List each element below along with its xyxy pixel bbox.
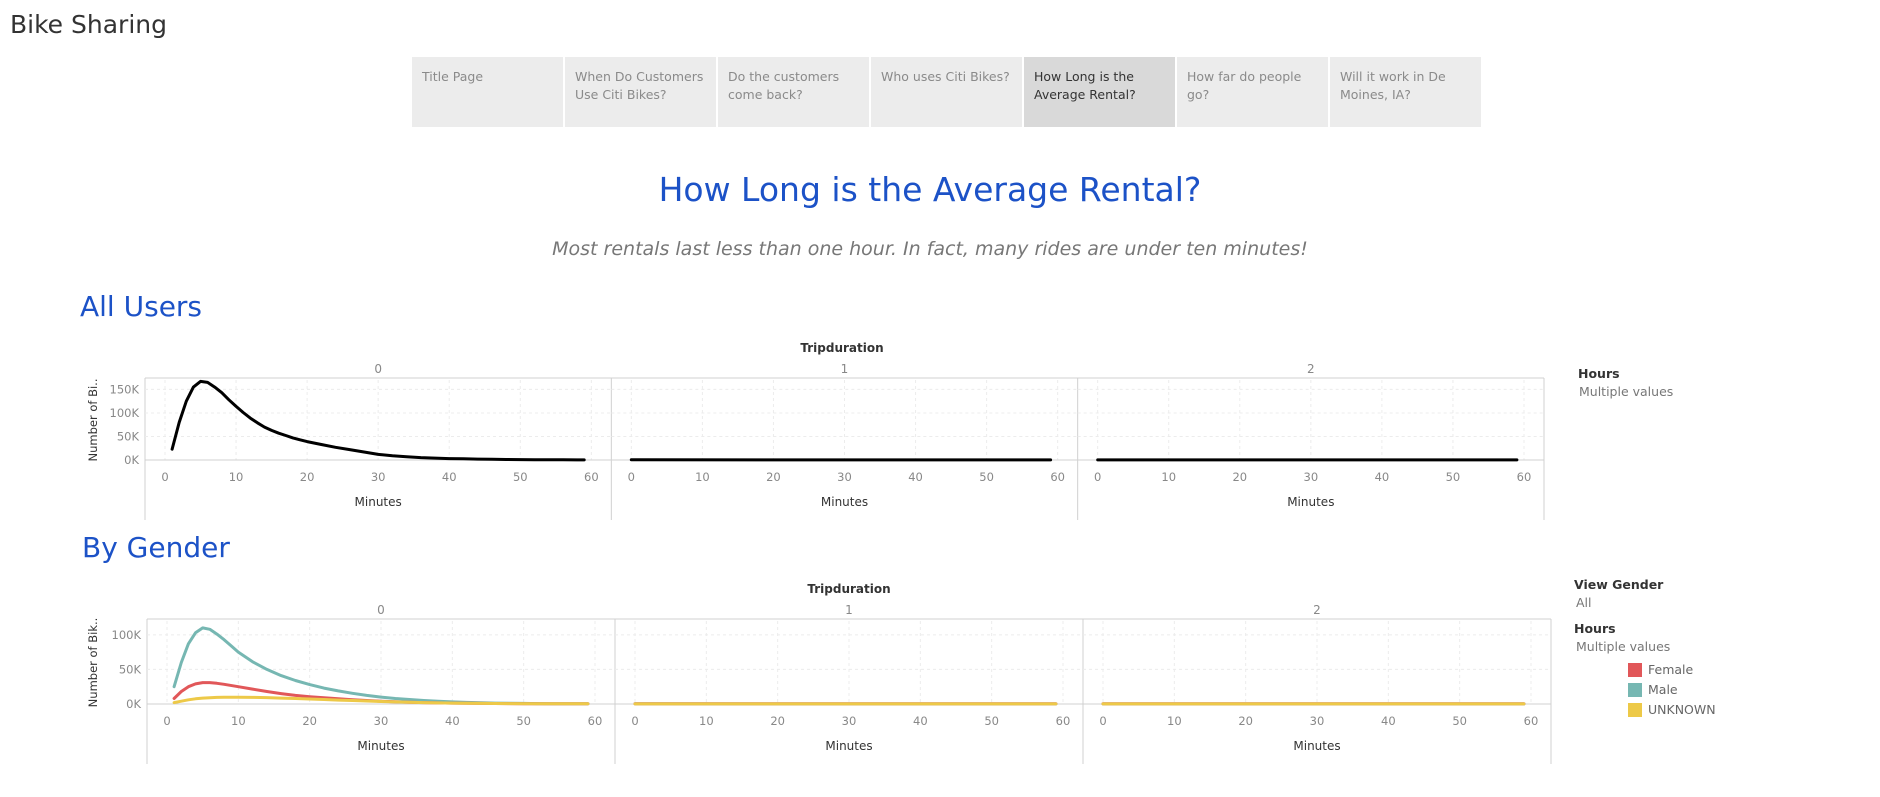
y-axis-label: Number of Bik.. — [86, 618, 100, 708]
x-tick-label: 0 — [163, 714, 170, 728]
x-tick-label: 10 — [1161, 470, 1176, 484]
x-tick-label: 10 — [231, 714, 246, 728]
x-tick-label: 40 — [913, 714, 928, 728]
x-tick-label: 30 — [371, 470, 386, 484]
x-axis-label: Minutes — [357, 739, 404, 753]
page-subtitle: Most rentals last less than one hour. In… — [552, 238, 1308, 260]
panel-header: 2 — [1307, 362, 1315, 376]
x-tick-label: 10 — [695, 470, 710, 484]
legend-label-unknown: UNKNOWN — [1648, 702, 1716, 717]
tab-title-page[interactable]: Title Page — [412, 57, 563, 127]
x-tick-label: 10 — [699, 714, 714, 728]
hours-filter-value[interactable]: Multiple values — [1579, 384, 1674, 399]
series-line — [170, 379, 586, 462]
x-axis-label: Minutes — [1293, 739, 1340, 753]
tab-de-moines[interactable]: Will it work in De Moines, IA? — [1330, 57, 1481, 127]
legend-item-male[interactable]: Male — [1628, 682, 1678, 697]
x-tick-label: 40 — [908, 470, 923, 484]
x-tick-label: 20 — [302, 714, 317, 728]
tab-how-far[interactable]: How far do people go? — [1177, 57, 1328, 127]
app-title: Bike Sharing — [10, 10, 167, 39]
y-tick-label: 50K — [119, 662, 142, 676]
x-tick-label: 30 — [1304, 470, 1319, 484]
x-tick-label: 20 — [1238, 714, 1253, 728]
x-tick-label: 10 — [229, 470, 244, 484]
x-tick-label: 30 — [837, 470, 852, 484]
column-header: Tripduration — [800, 341, 883, 355]
x-tick-label: 20 — [1232, 470, 1247, 484]
view-gender-filter-label: View Gender — [1574, 577, 1664, 592]
x-tick-label: 60 — [1524, 714, 1539, 728]
x-tick-label: 50 — [513, 470, 528, 484]
story-tabs: Title Page When Do Customers Use Citi Bi… — [412, 57, 1481, 127]
view-gender-filter-value[interactable]: All — [1576, 595, 1592, 610]
x-axis-label: Minutes — [355, 495, 402, 509]
tab-do-customers-come-back[interactable]: Do the customers come back? — [718, 57, 869, 127]
legend-item-unknown[interactable]: UNKNOWN — [1628, 702, 1716, 717]
x-tick-label: 20 — [766, 470, 781, 484]
series-line-unknown — [172, 695, 590, 706]
x-axis-label: Minutes — [821, 495, 868, 509]
x-axis-label: Minutes — [825, 739, 872, 753]
x-tick-label: 10 — [1167, 714, 1182, 728]
x-tick-label: 60 — [1050, 470, 1065, 484]
legend-label-female: Female — [1648, 662, 1694, 677]
y-tick-label: 100K — [110, 406, 140, 420]
x-tick-label: 20 — [300, 470, 315, 484]
panel-header: 0 — [374, 362, 382, 376]
x-tick-label: 40 — [445, 714, 460, 728]
gender-hours-filter-label: Hours — [1574, 621, 1616, 636]
all-users-chart: Tripduration Number of Bi.. 0K 50K 100K 150K 0… — [86, 341, 1545, 520]
x-tick-label: 0 — [1094, 470, 1101, 484]
legend-swatch-male — [1628, 682, 1642, 697]
gender-hours-filter-value[interactable]: Multiple values — [1576, 639, 1671, 654]
legend-swatch-female — [1628, 662, 1642, 677]
page-title: How Long is the Average Rental? — [658, 170, 1202, 209]
x-tick-label: 40 — [1381, 714, 1396, 728]
legend-item-female[interactable]: Female — [1628, 662, 1693, 677]
x-tick-label: 30 — [842, 714, 857, 728]
x-tick-label: 60 — [584, 470, 599, 484]
legend-swatch-unknown — [1628, 702, 1642, 717]
x-tick-label: 60 — [1517, 470, 1532, 484]
x-tick-label: 30 — [374, 714, 389, 728]
x-tick-label: 0 — [161, 470, 168, 484]
section-title-all-users: All Users — [80, 290, 203, 323]
x-tick-label: 30 — [1310, 714, 1325, 728]
tab-average-rental[interactable]: How Long is the Average Rental? — [1024, 57, 1175, 127]
tab-who-uses-citi-bikes[interactable]: Who uses Citi Bikes? — [871, 57, 1022, 127]
x-tick-label: 40 — [1375, 470, 1390, 484]
y-tick-label: 100K — [112, 628, 142, 642]
x-tick-label: 0 — [628, 470, 635, 484]
panel-header: 1 — [841, 362, 849, 376]
y-axis-label: Number of Bi.. — [86, 379, 100, 462]
x-tick-label: 40 — [442, 470, 457, 484]
panel-header: 0 — [377, 603, 385, 617]
panel-header: 1 — [845, 603, 853, 617]
x-tick-label: 50 — [516, 714, 531, 728]
x-tick-label: 50 — [984, 714, 999, 728]
x-tick-label: 60 — [1056, 714, 1071, 728]
y-tick-label: 150K — [110, 382, 140, 396]
tab-when-do-customers[interactable]: When Do Customers Use Citi Bikes? — [565, 57, 716, 127]
x-tick-label: 60 — [588, 714, 603, 728]
x-tick-label: 0 — [631, 714, 638, 728]
x-tick-label: 50 — [979, 470, 994, 484]
x-tick-label: 50 — [1452, 714, 1467, 728]
y-tick-label: 50K — [117, 429, 140, 443]
hours-filter-label: Hours — [1578, 366, 1620, 381]
panel-header: 2 — [1313, 603, 1321, 617]
y-tick-label: 0K — [124, 453, 139, 467]
x-tick-label: 50 — [1446, 470, 1461, 484]
x-axis-label: Minutes — [1287, 495, 1334, 509]
x-tick-label: 20 — [770, 714, 785, 728]
column-header: Tripduration — [807, 582, 890, 596]
section-title-by-gender: By Gender — [82, 531, 230, 564]
legend-label-male: Male — [1648, 682, 1678, 697]
x-tick-label: 0 — [1099, 714, 1106, 728]
y-tick-label: 0K — [126, 697, 141, 711]
